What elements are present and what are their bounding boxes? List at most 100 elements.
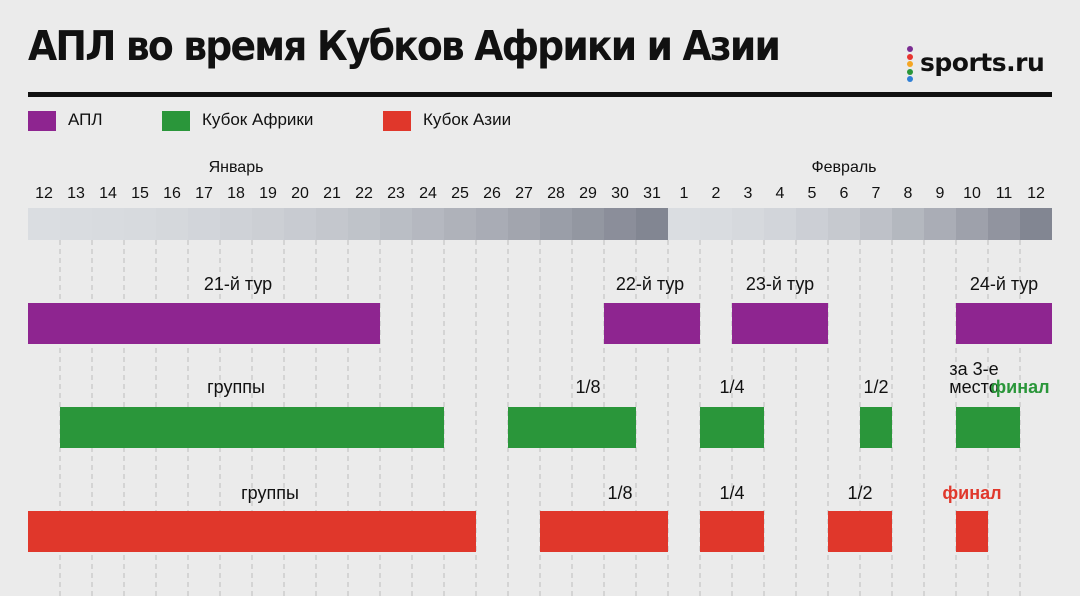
bar-label: место <box>949 377 998 397</box>
bar-label: 1/2 <box>847 483 872 503</box>
bar <box>988 407 1020 448</box>
date-band-cell <box>508 208 540 240</box>
date-band-cell <box>60 208 92 240</box>
date-band-cell <box>668 208 700 240</box>
date-band-cell <box>956 208 988 240</box>
day-label: 4 <box>776 185 785 202</box>
day-label: 1 <box>680 185 689 202</box>
bar-label: группы <box>207 377 265 397</box>
date-band-cell <box>316 208 348 240</box>
bar <box>508 407 636 448</box>
day-label: 20 <box>291 185 309 202</box>
month-label: Январь <box>209 159 264 176</box>
bar <box>700 407 764 448</box>
month-label: Февраль <box>811 159 876 176</box>
date-band-cell <box>412 208 444 240</box>
logo-dot <box>907 68 913 75</box>
bar <box>732 303 828 344</box>
day-label: 25 <box>451 185 469 202</box>
bar-label: 23-й тур <box>746 274 814 294</box>
title-rule <box>28 92 1052 97</box>
date-band-cell <box>444 208 476 240</box>
date-band-cell <box>124 208 156 240</box>
bar-label: 21-й тур <box>204 274 272 294</box>
day-label: 10 <box>963 185 981 202</box>
bar-label: группы <box>241 483 299 503</box>
day-label: 19 <box>259 185 277 202</box>
date-band-cell <box>284 208 316 240</box>
bar-label: 24-й тур <box>970 274 1038 294</box>
date-band-cell <box>860 208 892 240</box>
bar <box>956 511 988 552</box>
day-label: 21 <box>323 185 341 202</box>
legend-label: Кубок Африки <box>202 110 314 129</box>
bar-label: финал <box>942 483 1001 503</box>
date-band-cell <box>636 208 668 240</box>
day-label: 15 <box>131 185 149 202</box>
day-label: 17 <box>195 185 213 202</box>
legend-swatch <box>162 111 190 131</box>
bar <box>28 511 476 552</box>
legend-swatch <box>28 111 56 131</box>
day-label: 6 <box>840 185 849 202</box>
day-label: 28 <box>547 185 565 202</box>
date-band-cell <box>796 208 828 240</box>
bar-label: 1/2 <box>863 377 888 397</box>
day-label: 13 <box>67 185 85 202</box>
bar-label: 22-й тур <box>616 274 684 294</box>
bar <box>60 407 444 448</box>
bar-label: 1/8 <box>607 483 632 503</box>
bar-label: 1/8 <box>575 377 600 397</box>
date-band-cell <box>892 208 924 240</box>
date-band-cell <box>220 208 252 240</box>
bar <box>540 511 668 552</box>
date-band-cell <box>828 208 860 240</box>
day-label: 29 <box>579 185 597 202</box>
day-label: 23 <box>387 185 405 202</box>
chart-title: АПЛ во время Кубков Африки и Азии <box>28 22 781 70</box>
date-band-cell <box>572 208 604 240</box>
day-label: 9 <box>936 185 945 202</box>
day-label: 18 <box>227 185 245 202</box>
date-band-cell <box>188 208 220 240</box>
day-label: 14 <box>99 185 117 202</box>
day-label: 30 <box>611 185 629 202</box>
bar-label: 1/4 <box>719 377 744 397</box>
logo-dot <box>907 61 913 67</box>
date-band-cell <box>540 208 572 240</box>
bar <box>828 511 892 552</box>
bar <box>956 303 1052 344</box>
date-band-cell <box>348 208 380 240</box>
date-band-cell <box>28 208 60 240</box>
legend-label: Кубок Азии <box>423 110 512 129</box>
legend-label: АПЛ <box>68 110 103 129</box>
date-band-cell <box>252 208 284 240</box>
date-band-cell <box>732 208 764 240</box>
date-band-cell <box>156 208 188 240</box>
date-band-cell <box>924 208 956 240</box>
logo-dots-icon <box>906 46 914 82</box>
day-label: 5 <box>808 185 817 202</box>
day-label: 22 <box>355 185 373 202</box>
date-band-cell <box>92 208 124 240</box>
bar <box>700 511 764 552</box>
logo-dot <box>907 76 913 82</box>
date-band-cell <box>476 208 508 240</box>
day-label: 26 <box>483 185 501 202</box>
bar-label: финал <box>990 377 1049 397</box>
date-band-cell <box>764 208 796 240</box>
day-label: 27 <box>515 185 533 202</box>
legend-swatch <box>383 111 411 131</box>
day-label: 7 <box>872 185 881 202</box>
day-label: 31 <box>643 185 661 202</box>
day-label: 11 <box>996 185 1013 202</box>
day-label: 12 <box>1027 185 1045 202</box>
logo-dot <box>907 53 913 60</box>
logo-text: sports.ru <box>920 48 1045 77</box>
day-label: 24 <box>419 185 437 202</box>
bar <box>604 303 700 344</box>
day-label: 8 <box>904 185 913 202</box>
date-band-cell <box>988 208 1020 240</box>
date-band-cell <box>380 208 412 240</box>
